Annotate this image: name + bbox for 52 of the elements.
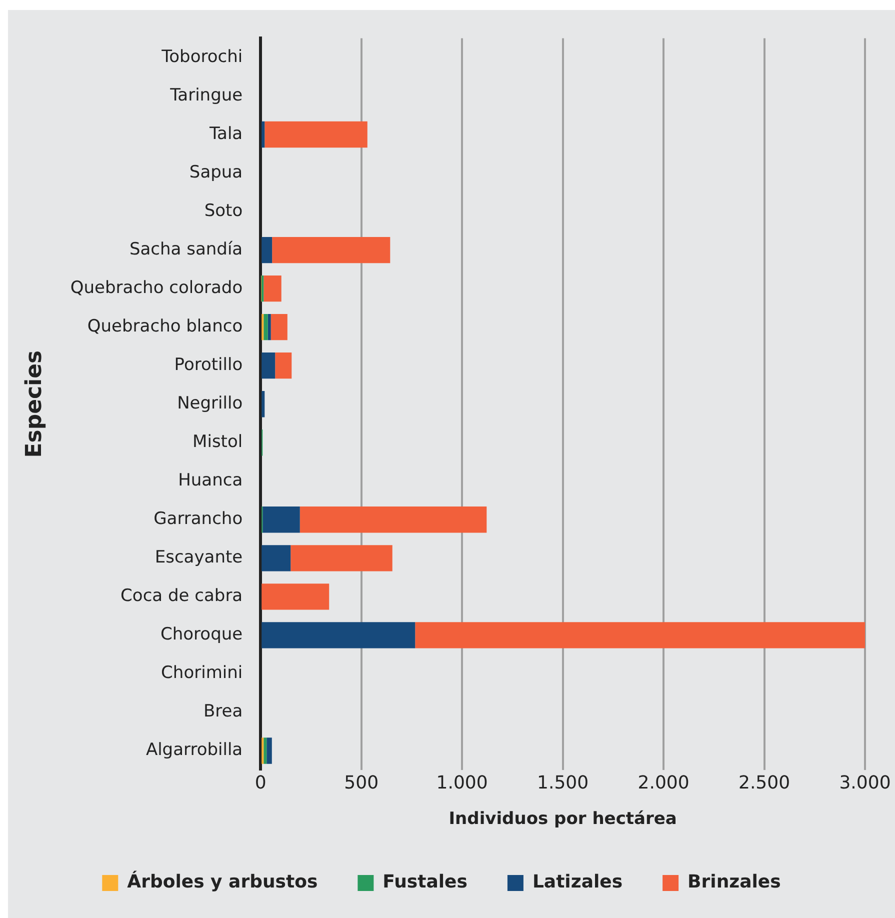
y-tick-label: Toborochi <box>160 46 243 67</box>
legend-label: Árboles y arbustos <box>127 870 318 893</box>
legend-label: Latizales <box>532 872 623 893</box>
x-tick-label: 1.500 <box>537 772 589 794</box>
y-tick-label: Porotillo <box>174 355 243 376</box>
y-tick-label: Quebracho colorado <box>70 278 243 298</box>
y-tick-label: Algarrobilla <box>146 740 243 760</box>
x-tick-label: 500 <box>344 772 379 794</box>
y-tick-label: Huanca <box>178 470 243 491</box>
bar <box>290 545 392 572</box>
legend-label: Fustales <box>382 872 468 893</box>
x-tick-label: 0 <box>254 772 266 794</box>
bar <box>262 121 265 148</box>
y-tick-label: Choroque <box>160 624 243 645</box>
x-tick-label: 2.000 <box>638 772 690 794</box>
bar <box>264 121 368 148</box>
y-tick-label: Taringue <box>169 85 243 106</box>
legend-label: Brinzales <box>688 872 781 893</box>
bar <box>262 622 416 648</box>
bar <box>275 352 292 379</box>
bar <box>270 314 288 340</box>
y-tick-label: Sacha sandía <box>129 239 243 260</box>
y-tick-label: Mistol <box>192 432 243 452</box>
bar <box>268 314 271 340</box>
y-tick-label: Garrancho <box>154 509 243 530</box>
y-tick-label: Sapua <box>189 162 243 182</box>
bar <box>262 236 272 264</box>
x-tick-label: 1.000 <box>436 772 488 794</box>
y-tick-label: Coca de cabra <box>120 586 243 606</box>
y-tick-label: Tala <box>208 124 243 144</box>
bar <box>262 584 330 610</box>
y-axis-title: Especies <box>22 350 47 458</box>
bar <box>264 275 282 302</box>
bar <box>300 506 487 533</box>
bar <box>264 738 267 764</box>
y-tick-label: Negrillo <box>177 394 243 414</box>
bar <box>266 738 272 764</box>
bar <box>262 352 276 379</box>
bar <box>262 506 300 533</box>
bar <box>415 622 865 648</box>
y-tick-label: Escayante <box>154 548 243 568</box>
x-axis-title: Individuos por hectárea <box>448 809 677 830</box>
y-tick-label: Quebracho blanco <box>87 316 243 336</box>
y-tick-label: Soto <box>204 200 243 221</box>
y-tick-label: Brea <box>203 702 243 722</box>
y-tick-label: Chorimini <box>161 663 243 684</box>
bar <box>262 545 291 572</box>
bar <box>272 236 390 264</box>
bar <box>262 391 265 418</box>
x-tick-label: 3.000 <box>839 772 891 794</box>
bar <box>264 314 268 340</box>
x-tick-label: 2.500 <box>738 772 790 794</box>
